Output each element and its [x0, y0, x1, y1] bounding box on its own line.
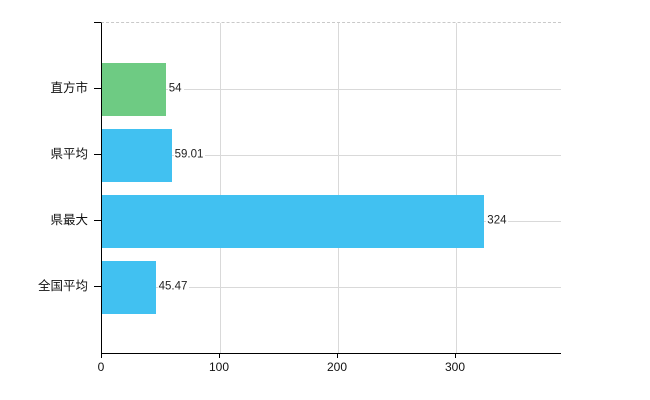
x-axis-tick-label: 300 [444, 360, 465, 374]
y-axis-tick [94, 88, 101, 89]
y-axis-tick [94, 154, 101, 155]
v-gridline [455, 23, 457, 353]
y-axis-top-tick [94, 22, 101, 23]
category-label: 県平均 [50, 146, 88, 161]
bar-value-label: 54 [167, 82, 184, 95]
x-axis-tick-label: 200 [326, 360, 347, 374]
v-gridline [337, 23, 339, 353]
bar [102, 62, 166, 116]
plot-area: 54 59.01 324 45.47 [101, 22, 561, 354]
x-axis-tick [218, 353, 220, 358]
h-gridline [102, 287, 561, 288]
category-label: 県最大 [50, 212, 88, 227]
bar-value-label: 45.47 [157, 280, 190, 293]
y-axis-tick [94, 220, 101, 221]
bar [102, 194, 485, 248]
h-gridline [102, 89, 561, 90]
bar-value-label: 324 [486, 214, 509, 227]
category-label: 直方市 [50, 80, 88, 95]
h-gridline [102, 155, 561, 156]
bar [102, 260, 156, 314]
x-axis-tick-label: 0 [97, 360, 105, 374]
x-axis-tick [454, 353, 456, 358]
bar-value-label: 59.01 [173, 148, 206, 161]
x-axis-tick [336, 353, 338, 358]
x-axis-tick [101, 353, 102, 358]
x-axis-tick-label: 100 [208, 360, 229, 374]
y-axis-tick [94, 286, 101, 287]
bar [102, 128, 172, 182]
v-gridline [219, 23, 221, 353]
category-label: 全国平均 [37, 278, 88, 293]
